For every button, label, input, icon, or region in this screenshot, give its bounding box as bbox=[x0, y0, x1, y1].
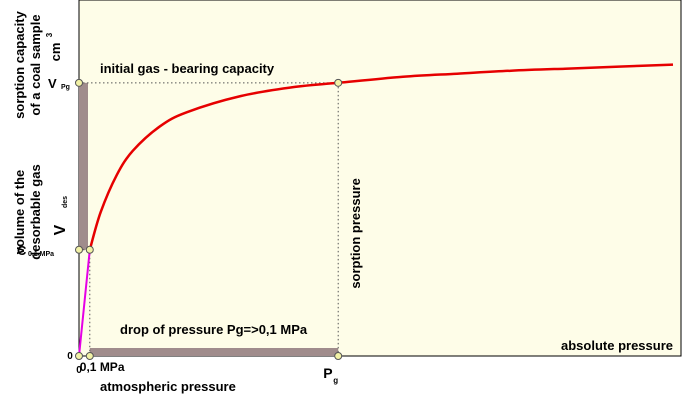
marker-c01-axis bbox=[75, 245, 83, 254]
marker-vpg-axis bbox=[75, 78, 83, 87]
x-tick-pg-subscript: g bbox=[333, 376, 338, 385]
x-tick-zero: 0 bbox=[76, 365, 82, 376]
pressure-drop-band bbox=[89, 348, 339, 356]
low-pressure-segment bbox=[78, 249, 91, 357]
marker-origin bbox=[75, 352, 83, 360]
annotation-atmospheric-pressure: atmospheric pressure bbox=[100, 379, 236, 394]
y-label-unit-superscript: 3 bbox=[45, 32, 54, 37]
sorption-isotherm-curve bbox=[88, 63, 674, 251]
y-label-sorption-capacity-line2: of a coal sample bbox=[28, 14, 43, 115]
x-tick-pg: P bbox=[323, 365, 332, 381]
marker-pg-axis bbox=[334, 352, 343, 360]
y-label-sorption-capacity-line1: sorption capacity bbox=[12, 10, 27, 118]
x-axis-label: absolute pressure bbox=[561, 338, 673, 353]
y-tick-zero: 0 bbox=[67, 351, 73, 362]
y-label-desorbable-line1: volume of the bbox=[12, 170, 27, 255]
plot-area bbox=[78, 0, 682, 357]
y-label-unit: cm bbox=[48, 43, 63, 62]
marker-c01-point bbox=[85, 245, 94, 254]
y-tick-c01-subscript: 0,1 MPa bbox=[28, 251, 54, 258]
x-tick-0-1-mpa: 0,1 MPa bbox=[80, 360, 125, 374]
y-tick-v-pg: V bbox=[48, 76, 57, 91]
annotation-sorption-pressure: sorption pressure bbox=[348, 178, 363, 289]
annotation-drop-of-pressure: drop of pressure Pg=>0,1 MPa bbox=[120, 322, 308, 337]
annotation-initial-gas-capacity: initial gas - bearing capacity bbox=[100, 61, 275, 76]
y-label-v-des-subscript: des bbox=[62, 196, 69, 208]
y-tick-v-pg-subscript: Pg bbox=[61, 84, 70, 91]
y-label-desorbable-line2: desorbable gas bbox=[28, 164, 43, 259]
marker-pg-point bbox=[334, 78, 343, 87]
y-label-v-des: V bbox=[52, 224, 69, 235]
y-tick-c01: C bbox=[17, 243, 27, 258]
marker-x01-axis bbox=[85, 352, 94, 360]
desorbable-gas-band bbox=[79, 82, 88, 250]
